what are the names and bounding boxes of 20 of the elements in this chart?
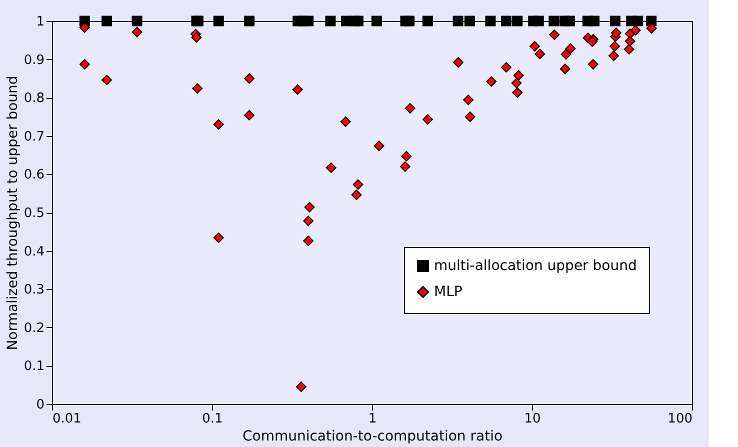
x-axis-title: Communication-to-computation ratio: [242, 428, 503, 444]
x-tick-label: 100: [668, 412, 692, 426]
legend-label: MLP: [434, 284, 462, 300]
y-tick-label: 0.9: [24, 52, 44, 68]
x-tick-label: 0.01: [52, 412, 82, 426]
x-tick-label: 10: [524, 412, 541, 426]
y-tick-label: 0.5: [24, 206, 44, 221]
y-tick-label: 0: [36, 398, 44, 412]
y-axis-title: Normalized throughput to upper bound: [4, 76, 21, 350]
y-tick-label: 0.8: [24, 91, 44, 106]
y-tick-label: 0.4: [24, 244, 44, 260]
y-tick-label: 0.7: [24, 129, 44, 144]
y-tick-label: 1: [36, 14, 44, 30]
y-tick-label: 0.1: [24, 359, 44, 374]
x-tick-label: 0.1: [202, 412, 223, 426]
legend-label: multi-allocation upper bound: [434, 258, 637, 274]
y-tick-label: 0.3: [24, 282, 44, 298]
x-tick-label: 1: [368, 412, 377, 426]
y-tick-label: 0.6: [24, 168, 44, 183]
y-tick-label: 0.2: [24, 320, 44, 336]
